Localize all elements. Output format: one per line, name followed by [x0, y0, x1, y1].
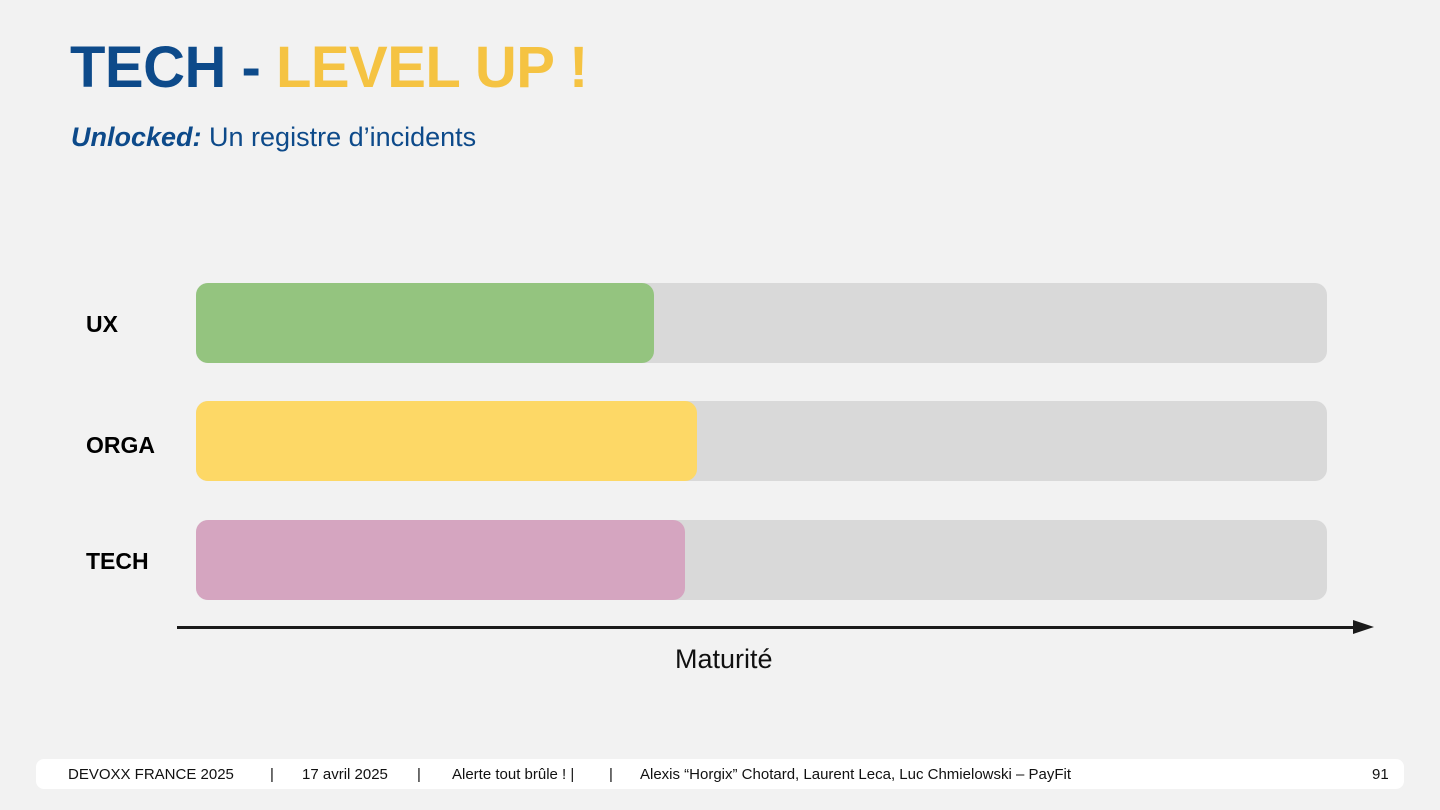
- slide-title: TECH - LEVEL UP !: [70, 34, 588, 102]
- arrow-right-icon: [1353, 620, 1374, 634]
- subtitle-emphasis: Unlocked:: [71, 122, 202, 152]
- title-tech: TECH: [70, 35, 226, 100]
- slide-subtitle: Unlocked: Un registre d’incidents: [71, 118, 476, 156]
- footer-separator: |: [270, 766, 274, 783]
- footer-event: DEVOXX FRANCE 2025: [68, 766, 234, 783]
- progress-fill-tech: [196, 520, 685, 600]
- title-separator: -: [225, 35, 276, 100]
- row-label-ux: UX: [86, 311, 118, 337]
- progress-fill-ux: [196, 283, 655, 363]
- footer-page-number: 91: [1372, 766, 1389, 783]
- footer-authors: Alexis “Horgix” Chotard, Laurent Leca, L…: [640, 766, 1072, 783]
- footer-bar: DEVOXX FRANCE 2025 | 17 avril 2025 | Ale…: [36, 759, 1404, 789]
- progress-fill-orga: [196, 401, 698, 481]
- axis-label: Maturité: [675, 644, 773, 674]
- footer-date: 17 avril 2025: [302, 766, 388, 783]
- progress-track-tech: [196, 520, 1327, 600]
- subtitle-text: Un registre d’incidents: [201, 122, 477, 152]
- progress-track-ux: [196, 283, 1327, 363]
- progress-track-orga: [196, 401, 1327, 481]
- footer-separator: |: [417, 766, 421, 783]
- maturity-axis-line: [177, 626, 1357, 629]
- title-level-up: LEVEL UP !: [275, 35, 588, 100]
- row-label-orga: ORGA: [86, 432, 155, 458]
- footer-separator: |: [609, 766, 613, 783]
- footer-talk-title: Alerte tout brûle ! |: [452, 766, 575, 783]
- row-label-tech: TECH: [86, 548, 149, 574]
